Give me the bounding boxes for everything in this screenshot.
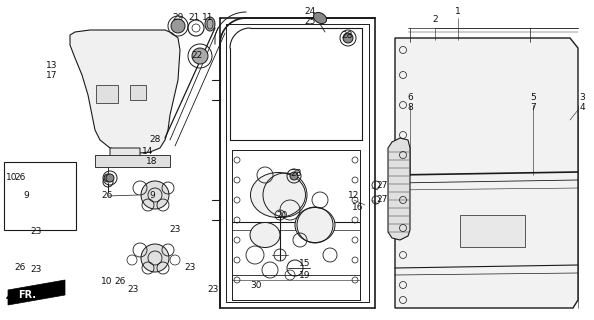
- Text: 26: 26: [114, 277, 126, 286]
- Text: 29: 29: [172, 13, 184, 22]
- Bar: [96, 85, 118, 103]
- Text: 26: 26: [14, 263, 26, 273]
- Ellipse shape: [250, 222, 280, 247]
- Circle shape: [104, 174, 112, 182]
- Text: FR.: FR.: [18, 290, 36, 300]
- Text: 10: 10: [101, 277, 113, 286]
- Text: 28: 28: [290, 170, 302, 179]
- Polygon shape: [70, 30, 180, 153]
- Text: 6: 6: [407, 93, 413, 102]
- Circle shape: [171, 19, 185, 33]
- Text: 20: 20: [276, 211, 287, 220]
- Circle shape: [141, 181, 169, 209]
- Circle shape: [141, 244, 169, 272]
- Bar: [460, 215, 525, 247]
- Text: 18: 18: [146, 157, 158, 166]
- Text: 11: 11: [202, 13, 214, 22]
- Circle shape: [192, 48, 208, 64]
- Text: 21: 21: [188, 13, 200, 22]
- Text: 27: 27: [377, 196, 388, 204]
- Ellipse shape: [314, 12, 327, 24]
- Ellipse shape: [205, 17, 215, 31]
- Text: 14: 14: [143, 148, 154, 156]
- Text: 9: 9: [149, 191, 155, 201]
- Text: 2: 2: [432, 15, 438, 25]
- Polygon shape: [395, 38, 578, 308]
- Ellipse shape: [295, 207, 335, 243]
- Text: 1: 1: [455, 7, 461, 17]
- Text: 23: 23: [207, 285, 219, 294]
- Polygon shape: [388, 138, 410, 240]
- Text: 7: 7: [530, 103, 536, 113]
- Text: 9: 9: [23, 191, 29, 201]
- Text: 24: 24: [304, 7, 315, 17]
- Bar: [95, 155, 170, 167]
- Text: 22: 22: [191, 51, 203, 60]
- Text: 23: 23: [184, 263, 195, 273]
- Text: 4: 4: [579, 103, 585, 113]
- Bar: [130, 85, 146, 100]
- Text: 17: 17: [46, 70, 58, 79]
- Text: 12: 12: [348, 191, 360, 201]
- Text: 23: 23: [30, 266, 42, 275]
- Polygon shape: [8, 280, 65, 305]
- Text: 10: 10: [7, 173, 18, 182]
- Bar: [4, 162, 76, 230]
- Circle shape: [106, 174, 114, 182]
- Text: 3: 3: [579, 93, 585, 102]
- Circle shape: [290, 172, 298, 180]
- Circle shape: [343, 33, 353, 43]
- Text: 23: 23: [30, 228, 42, 236]
- Text: 13: 13: [46, 60, 58, 69]
- Text: 26: 26: [102, 191, 113, 201]
- Text: 15: 15: [299, 260, 311, 268]
- Text: 28: 28: [149, 135, 161, 145]
- Ellipse shape: [251, 172, 305, 218]
- Text: 19: 19: [299, 271, 311, 281]
- Text: 26: 26: [14, 173, 26, 182]
- Text: 23: 23: [127, 285, 138, 294]
- Text: 23: 23: [169, 226, 181, 235]
- Polygon shape: [110, 148, 140, 162]
- Text: 8: 8: [407, 103, 413, 113]
- Text: 25: 25: [304, 18, 315, 27]
- Text: 5: 5: [530, 93, 536, 102]
- Text: 16: 16: [352, 204, 364, 212]
- Text: 27: 27: [377, 181, 388, 190]
- Text: 30: 30: [250, 282, 262, 291]
- Text: 28: 28: [342, 30, 353, 39]
